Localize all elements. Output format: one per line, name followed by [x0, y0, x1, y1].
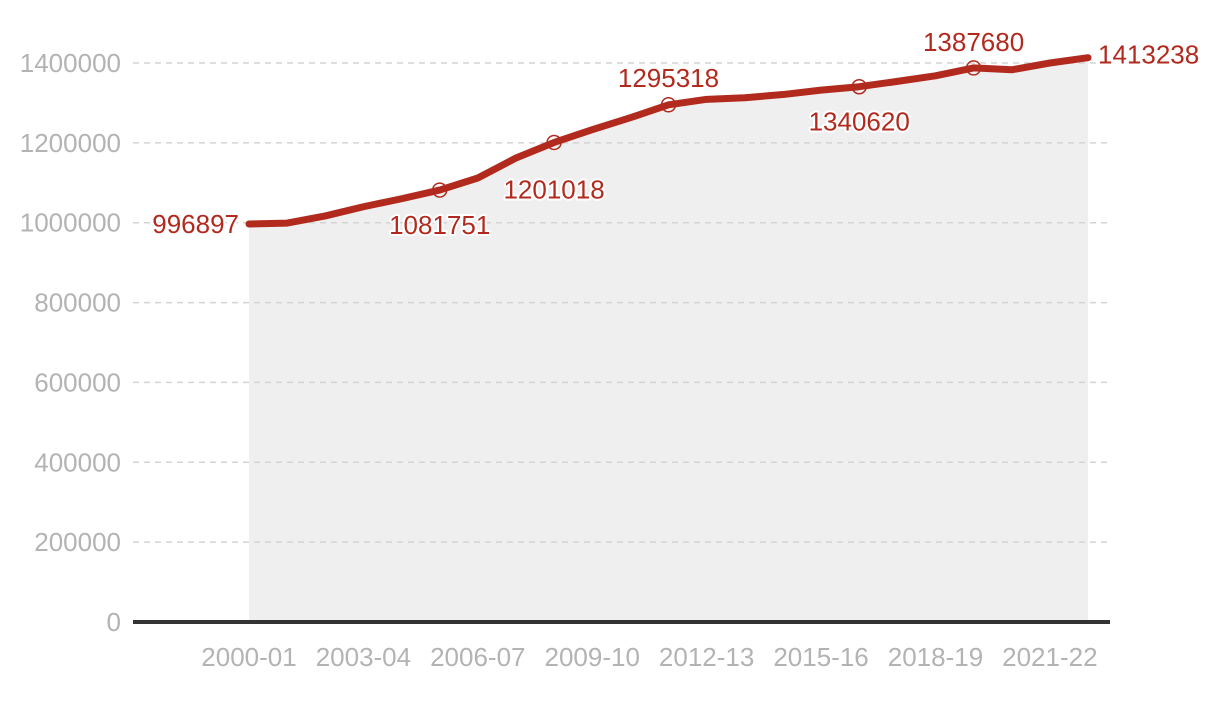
data-label: 996897 [152, 209, 239, 239]
series-line [245, 54, 1092, 228]
data-point-marker [660, 97, 677, 113]
area-fill-layer [249, 57, 1088, 623]
data-point-marker [965, 60, 982, 76]
data-point-marker [546, 134, 562, 151]
x-tick-label: 2000-01 [201, 642, 296, 672]
area-fill [249, 57, 1088, 623]
data-labels: 996897 1081751 1201018 1295318 1340620 138768… [150, 25, 1201, 242]
x-tick-label: 2015-16 [773, 642, 868, 672]
x-tick-label: 2009-10 [545, 642, 640, 672]
data-point-marker [851, 78, 867, 95]
data-label: 1340620 [809, 107, 910, 137]
x-tick-label: 2006-07 [430, 642, 525, 672]
data-label: 1081751 [389, 210, 490, 240]
x-tick-label: 2021-22 [1002, 642, 1097, 672]
data-label: 1295318 [618, 63, 719, 93]
data-label: 1413238 [1098, 40, 1199, 70]
series-line-layer [245, 54, 1092, 228]
data-point-marker [431, 182, 448, 198]
x-tick-label: 2012-13 [659, 642, 754, 672]
y-tick-label: 0 [107, 607, 121, 637]
y-axis-ticks: 0 200000 400000 600000 800000 1000000 1200000 1… [20, 48, 121, 637]
data-label: 1201018 [503, 174, 604, 204]
y-tick-label: 800000 [34, 288, 121, 318]
y-tick-label: 600000 [34, 367, 121, 397]
x-tick-label: 2018-19 [888, 642, 983, 672]
annotation-markers [431, 60, 982, 198]
y-tick-label: 200000 [34, 527, 121, 557]
data-label: 1387680 [923, 27, 1024, 57]
x-axis-ticks: 2000-01 2003-04 2006-07 2009-10 2012-13 2015-… [201, 642, 1097, 672]
y-tick-label: 1400000 [20, 48, 121, 78]
x-tick-label: 2003-04 [316, 642, 411, 672]
gridlines [133, 62, 1110, 543]
y-tick-label: 1000000 [20, 208, 121, 238]
y-tick-label: 400000 [34, 447, 121, 477]
y-tick-label: 1200000 [20, 128, 121, 158]
